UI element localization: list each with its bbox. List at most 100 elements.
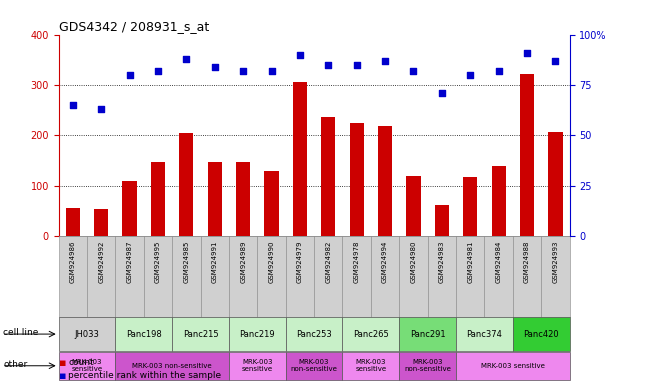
Text: GSM924982: GSM924982 [326,240,331,283]
Bar [399,352,456,379]
Text: MRK-003
sensitive: MRK-003 sensitive [355,359,387,372]
Bar [342,352,399,379]
Bar [236,162,250,236]
Point [124,72,135,78]
Text: Panc265: Panc265 [353,329,389,339]
Text: GDS4342 / 208931_s_at: GDS4342 / 208931_s_at [59,20,209,33]
Bar [122,181,137,236]
Point [437,90,447,96]
Bar [342,236,371,317]
Bar [257,236,286,317]
Text: GSM924980: GSM924980 [411,240,417,283]
Text: GSM924986: GSM924986 [70,240,76,283]
Point [238,68,248,74]
Text: GSM924995: GSM924995 [155,240,161,283]
Point [323,62,333,68]
Bar [350,123,364,236]
Text: other: other [3,360,27,369]
Bar [229,352,286,379]
Text: Panc374: Panc374 [467,329,503,339]
Point [210,64,220,70]
Bar [463,177,477,236]
Bar [59,318,115,351]
Text: GSM924984: GSM924984 [495,240,502,283]
Text: MRK-003 non-sensitive: MRK-003 non-sensitive [132,363,212,369]
Text: GSM924993: GSM924993 [553,240,559,283]
Bar [541,236,570,317]
Text: GSM924991: GSM924991 [212,240,217,283]
Bar [513,318,570,351]
Point [522,50,533,56]
Point [295,52,305,58]
Text: Panc215: Panc215 [183,329,218,339]
Bar [484,236,513,317]
Bar [229,318,286,351]
Bar [229,236,257,317]
Point [352,62,362,68]
Bar [66,209,80,236]
Point [465,72,475,78]
Bar [172,318,229,351]
Text: GSM924983: GSM924983 [439,240,445,283]
Bar [172,236,201,317]
Bar [286,318,342,351]
Bar [115,236,144,317]
Bar [208,162,222,236]
Bar [399,318,456,351]
Text: MRK-003 sensitive: MRK-003 sensitive [481,363,545,369]
Text: Panc219: Panc219 [240,329,275,339]
Point [96,106,106,112]
Bar [151,162,165,236]
Text: GSM924992: GSM924992 [98,240,104,283]
Bar [456,352,570,379]
Bar [406,176,421,236]
Point [153,68,163,74]
Text: MRK-003
non-sensitive: MRK-003 non-sensitive [290,359,338,372]
Bar [293,83,307,236]
Bar [520,74,534,236]
Bar [115,318,172,351]
Text: JH033: JH033 [75,329,100,339]
Point [408,68,419,74]
Bar [286,236,314,317]
Text: MRK-003
sensitive: MRK-003 sensitive [72,359,103,372]
Bar [371,236,399,317]
Point [266,68,277,74]
Bar [428,236,456,317]
Bar [59,352,115,379]
Bar [264,170,279,236]
Bar [378,126,392,236]
Bar [435,205,449,236]
Text: Panc291: Panc291 [410,329,445,339]
Text: GSM924988: GSM924988 [524,240,530,283]
Text: Panc420: Panc420 [523,329,559,339]
Bar [342,318,399,351]
Point [493,68,504,74]
Bar [456,236,484,317]
Bar [548,132,562,236]
Bar [314,236,342,317]
Bar [59,236,87,317]
Point [380,58,391,64]
Text: GSM924989: GSM924989 [240,240,246,283]
Text: MRK-003
non-sensitive: MRK-003 non-sensitive [404,359,451,372]
Bar [144,236,172,317]
Text: GSM924979: GSM924979 [297,240,303,283]
Text: percentile rank within the sample: percentile rank within the sample [68,371,221,380]
Text: ▪: ▪ [59,371,66,381]
Bar [286,352,342,379]
Bar [94,209,108,236]
Text: Panc198: Panc198 [126,329,161,339]
Text: ▪: ▪ [59,358,66,368]
Point [550,58,561,64]
Bar [399,236,428,317]
Text: cell line: cell line [3,328,38,337]
Text: MRK-003
sensitive: MRK-003 sensitive [242,359,273,372]
Bar [115,352,229,379]
Text: count: count [68,358,94,367]
Text: GSM924981: GSM924981 [467,240,473,283]
Bar [456,318,513,351]
Bar [179,133,193,236]
Text: Panc253: Panc253 [296,329,332,339]
Text: GSM924994: GSM924994 [382,240,388,283]
